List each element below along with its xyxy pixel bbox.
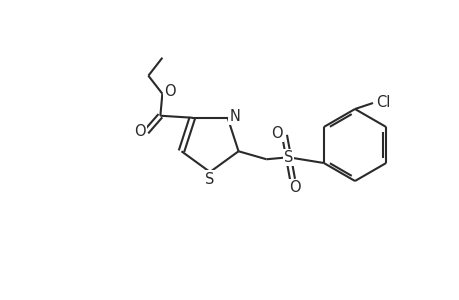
Text: N: N	[229, 109, 240, 124]
Text: O: O	[164, 84, 176, 99]
Text: S: S	[205, 172, 214, 187]
Text: Cl: Cl	[375, 94, 389, 110]
Text: O: O	[270, 126, 282, 141]
Text: O: O	[288, 180, 300, 195]
Text: S: S	[283, 150, 292, 165]
Text: O: O	[134, 124, 146, 139]
